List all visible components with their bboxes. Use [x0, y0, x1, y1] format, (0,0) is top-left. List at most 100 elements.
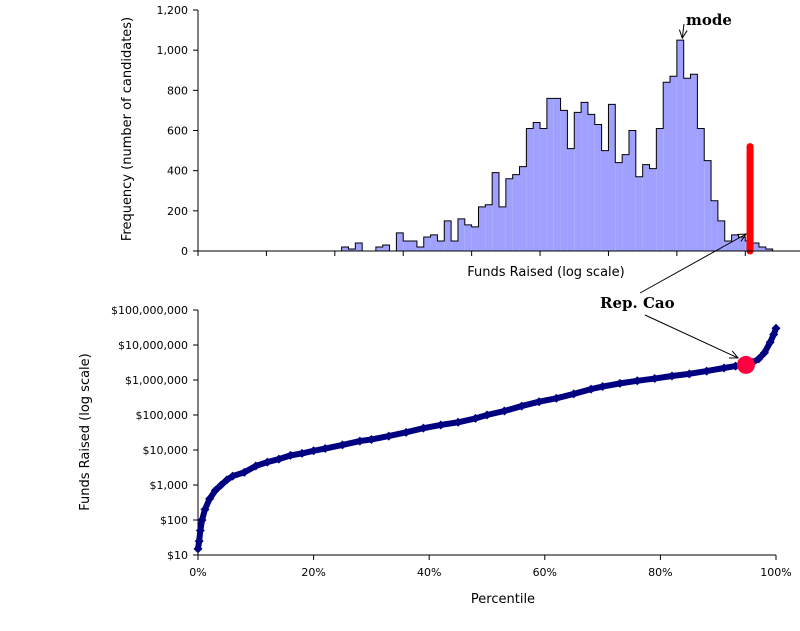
histogram-bar — [553, 98, 561, 251]
histogram-bar — [731, 234, 739, 251]
histogram-annotations: mode Rep. Cao — [600, 11, 748, 359]
histogram-bar — [574, 112, 582, 251]
histogram-bar — [690, 74, 698, 252]
histogram-bar — [615, 162, 623, 251]
percentile-x-axis-title: Percentile — [471, 592, 535, 607]
percentile-point — [569, 389, 579, 399]
percentile-point — [401, 427, 411, 437]
percentile-point — [320, 444, 330, 454]
percentile-point — [667, 371, 677, 381]
histogram-bar — [738, 236, 746, 251]
histogram-bar — [622, 154, 629, 251]
histogram-bar — [567, 148, 575, 251]
percentile-y-tick-label: $1,000,000 — [125, 374, 188, 387]
histogram-bar — [601, 150, 609, 251]
histogram-bar — [635, 176, 643, 251]
percentile-point — [771, 323, 781, 333]
percentile-point — [632, 376, 642, 386]
histogram-bar — [752, 242, 759, 251]
percentile-point — [194, 536, 204, 546]
histogram-bar — [348, 248, 356, 251]
histogram-bar — [656, 128, 664, 251]
histogram-bar — [382, 244, 390, 251]
mode-annotation-arrow — [681, 23, 685, 39]
percentile-y-tick-label: $100 — [160, 514, 188, 527]
histogram-bar — [642, 164, 650, 251]
percentile-x-tick-label: 100% — [760, 566, 791, 579]
percentile-y-tick-label: $1,000 — [150, 479, 189, 492]
percentile-y-tick-label: $100,000,000 — [111, 304, 188, 317]
histogram-bar — [410, 240, 417, 251]
percentile-y-ticks: $10 $100 $1,000 $10,000 $100,000 $1,000,000 $1… — [111, 304, 198, 562]
percentile-point — [205, 494, 215, 504]
histogram-bar — [396, 232, 404, 251]
histogram-bar — [663, 82, 671, 251]
percentile-point — [216, 480, 226, 490]
percentile-point — [195, 526, 205, 536]
percentile-point — [297, 448, 307, 458]
percentile-point — [384, 431, 394, 441]
percentile-point — [754, 354, 764, 364]
histogram-bar — [560, 110, 568, 252]
histogram-bar — [711, 200, 718, 251]
percentile-point — [759, 348, 769, 358]
percentile-point — [534, 397, 544, 407]
histogram-bar — [587, 114, 595, 251]
percentile-point — [366, 434, 376, 444]
percentile-point — [210, 485, 220, 495]
histogram-bar — [512, 174, 520, 251]
histogram-bar — [581, 102, 588, 251]
histogram-y-tick-label: 800 — [167, 84, 188, 97]
histogram-bar — [628, 130, 636, 251]
histogram-bar — [451, 240, 458, 251]
percentile-point — [684, 369, 694, 379]
histogram-x-ticks — [197, 251, 746, 256]
histogram-y-tick-label: 0 — [181, 245, 188, 258]
histogram-bar — [704, 160, 712, 251]
percentile-point — [615, 378, 625, 388]
histogram-bar — [403, 240, 411, 251]
histogram-y-tick-label: 600 — [167, 125, 188, 138]
histogram-bar — [608, 104, 616, 252]
percentile-point — [239, 467, 249, 477]
percentile-x-ticks: 0% 20% 40% 60% 80% 100% — [189, 555, 792, 579]
histogram-bar — [492, 172, 499, 251]
percentile-point — [355, 436, 365, 446]
histogram-chart: 0 200 400 600 800 1,000 1,200 Funds Raised (lo… — [120, 4, 800, 359]
mode-annotation-label: mode — [686, 11, 732, 29]
rep-cao-bottom-arrowhead — [728, 350, 739, 359]
histogram-bar — [437, 240, 445, 251]
percentile-y-tick-label: $10,000 — [143, 444, 189, 457]
percentile-point — [338, 440, 347, 450]
histogram-bar — [471, 226, 479, 251]
percentile-point — [251, 461, 261, 471]
histogram-bar — [676, 40, 684, 251]
percentile-point — [222, 475, 232, 485]
percentile-point — [598, 382, 608, 392]
histogram-bar — [505, 178, 513, 251]
histogram-bar — [457, 218, 465, 251]
histogram-y-ticks: 0 200 400 600 800 1,000 1,200 — [157, 4, 198, 258]
histogram-bar — [717, 220, 725, 251]
percentile-point — [418, 423, 428, 433]
histogram-bar — [341, 246, 349, 251]
histogram-bar — [683, 78, 691, 252]
percentile-x-tick-label: 0% — [189, 566, 206, 579]
rep-cao-annotation-label: Rep. Cao — [600, 294, 675, 312]
percentile-point — [517, 401, 527, 411]
percentile-point — [765, 337, 775, 347]
histogram-bar — [430, 234, 438, 251]
percentile-chart: $10 $100 $1,000 $10,000 $100,000 $1,000,000 $1… — [78, 304, 792, 607]
percentile-point — [193, 544, 203, 554]
percentile-point — [309, 446, 319, 456]
percentile-x-tick-label: 20% — [301, 566, 325, 579]
histogram-y-axis-title: Frequency (number of candidates) — [120, 17, 135, 241]
rep-cao-top-arrowhead — [737, 233, 748, 242]
percentile-point — [274, 454, 284, 464]
percentile-y-tick-label: $10 — [167, 549, 188, 562]
histogram-bar — [533, 122, 541, 251]
histogram-bar — [540, 128, 547, 251]
percentile-x-tick-label: 80% — [648, 566, 672, 579]
percentile-point — [702, 366, 712, 376]
